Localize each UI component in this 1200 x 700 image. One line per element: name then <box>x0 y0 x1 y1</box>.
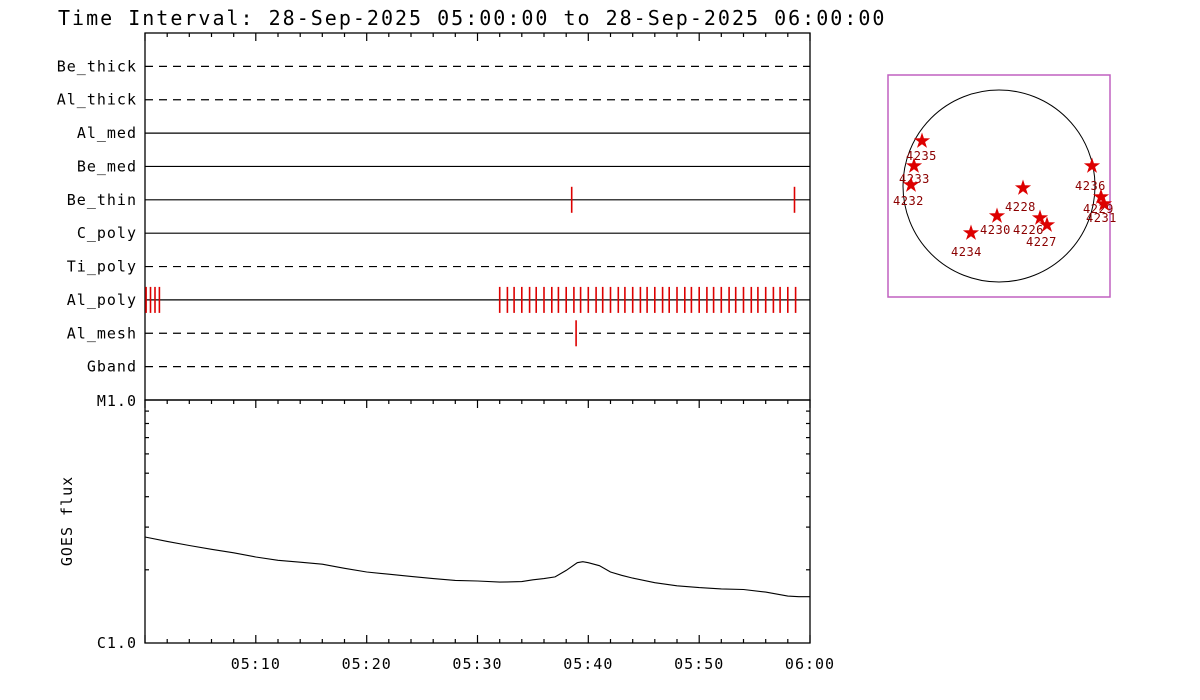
filter-row-label-al_thick: Al_thick <box>57 91 137 109</box>
goes-flux-panel: 05:10 05:20 05:30 05:40 05:50 06:00 GOES flux… <box>58 392 835 673</box>
goes-axis-ticks: 05:10 05:20 05:30 05:40 05:50 06:00 <box>144 400 835 673</box>
x-tick-label-0510: 05:10 <box>231 655 281 673</box>
filter-row-label-al_mesh: Al_mesh <box>67 324 137 342</box>
filter-panel-frame <box>144 32 811 401</box>
plot-title: Time Interval: 28-Sep-2025 05:00:00 to 2… <box>58 6 886 30</box>
active-region-star-4226 <box>1031 209 1049 225</box>
filter-row-label-gband: Gband <box>87 358 137 376</box>
filter-row-label-be_thick: Be_thick <box>57 57 137 75</box>
active-region-label-4230: 4230 <box>980 223 1011 237</box>
active-region-star-4233 <box>905 157 923 173</box>
active-region-label-4234: 4234 <box>951 245 982 259</box>
solar-limb-circle <box>902 89 1096 283</box>
active-region-star-4231 <box>1095 195 1113 211</box>
active-region-label-4232: 4232 <box>893 194 924 208</box>
filter-timeline-panel: Be_thick Al_thick Al_med Be_med Be_thin C_pol… <box>57 32 811 401</box>
active-region-star-4230 <box>988 207 1006 223</box>
filter-row-label-be_thin: Be_thin <box>67 191 137 209</box>
active-region-star-4234 <box>962 224 980 240</box>
active-region-label-4231: 4231 <box>1086 211 1117 225</box>
active-region-star-4227 <box>1038 216 1056 232</box>
x-tick-label-0550: 05:50 <box>674 655 724 673</box>
x-tick-label-0540: 05:40 <box>563 655 613 673</box>
active-region-star-4236 <box>1083 157 1101 173</box>
goes-y-axis-title: GOES flux <box>58 476 76 566</box>
active-region-label-4235: 4235 <box>906 149 937 163</box>
filter-row-label-al_med: Al_med <box>77 124 137 142</box>
x-tick-label-0520: 05:20 <box>342 655 392 673</box>
sun-field-of-view-box <box>887 74 1111 298</box>
active-region-label-4227: 4227 <box>1026 235 1057 249</box>
goes-flux-curve <box>144 536 810 598</box>
filter-panel-axis-ticks <box>144 33 811 41</box>
active-region-label-4236: 4236 <box>1075 179 1106 193</box>
filter-row-label-al_poly: Al_poly <box>67 291 137 309</box>
active-region-star-4232 <box>902 176 920 192</box>
filter-row-label-be_med: Be_med <box>77 157 137 175</box>
active-region-label-4228: 4228 <box>1005 200 1036 214</box>
x-tick-label-0530: 05:30 <box>452 655 502 673</box>
active-region-star-4228 <box>1014 179 1032 195</box>
active-region-star-4235 <box>913 132 931 148</box>
goes-ymin-tick-label: C1.0 <box>97 634 137 652</box>
active-region-label-4226: 4226 <box>1013 223 1044 237</box>
goes-panel-frame <box>144 399 811 644</box>
x-tick-label-0600: 06:00 <box>785 655 835 673</box>
filter-row-label-c_poly: C_poly <box>77 224 137 242</box>
goes-ymax-tick-label: M1.0 <box>97 392 137 410</box>
filter-rows: Be_thick Al_thick Al_med Be_med Be_thin C_pol… <box>57 57 810 376</box>
active-region-star-4229 <box>1092 188 1110 204</box>
filter-row-label-ti_poly: Ti_poly <box>67 258 137 276</box>
